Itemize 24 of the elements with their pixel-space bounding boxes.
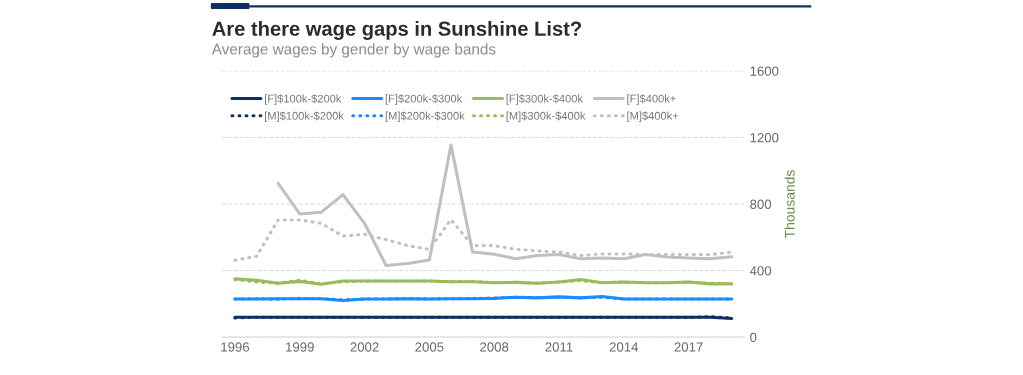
x-tick-label: 2005 [415,342,444,352]
y-tick-label: 0 [750,332,757,343]
y-axis-title: Thousands [784,170,795,239]
y-tick-label: 800 [750,199,772,209]
x-tick-label: 2011 [545,342,573,352]
x-tick-label: 1999 [286,342,314,352]
y-tick-label: 1600 [750,66,779,76]
x-tick-label: 2017 [674,342,703,352]
x-tick-label: 2014 [609,342,639,352]
legend-label: [F]$200k-$300k [385,94,463,105]
legend-label: [M]$300k-$400k [506,111,586,122]
legend-label: [F]$300k-$400k [506,94,583,105]
chart-subtitle: Average wages by gender by wage bands [211,43,496,58]
y-tick-label: 1200 [750,133,779,143]
y-tick-label: 400 [749,266,772,276]
legend-label: [F]$100k-$200k [265,94,342,105]
x-tick-label: 2002 [350,342,379,352]
legend-label: [M]$200k-$300k [385,111,465,122]
chart-title: Are there wage gaps in Sunshine List? [212,21,582,40]
legend-label: [F]$400k+ [627,94,676,105]
x-tick-label: 2008 [480,342,509,352]
x-tick-label: 1996 [221,342,250,352]
legend-label: [M]$400k+ [627,111,679,122]
legend-label: [M]$100k-$200k [265,111,344,122]
